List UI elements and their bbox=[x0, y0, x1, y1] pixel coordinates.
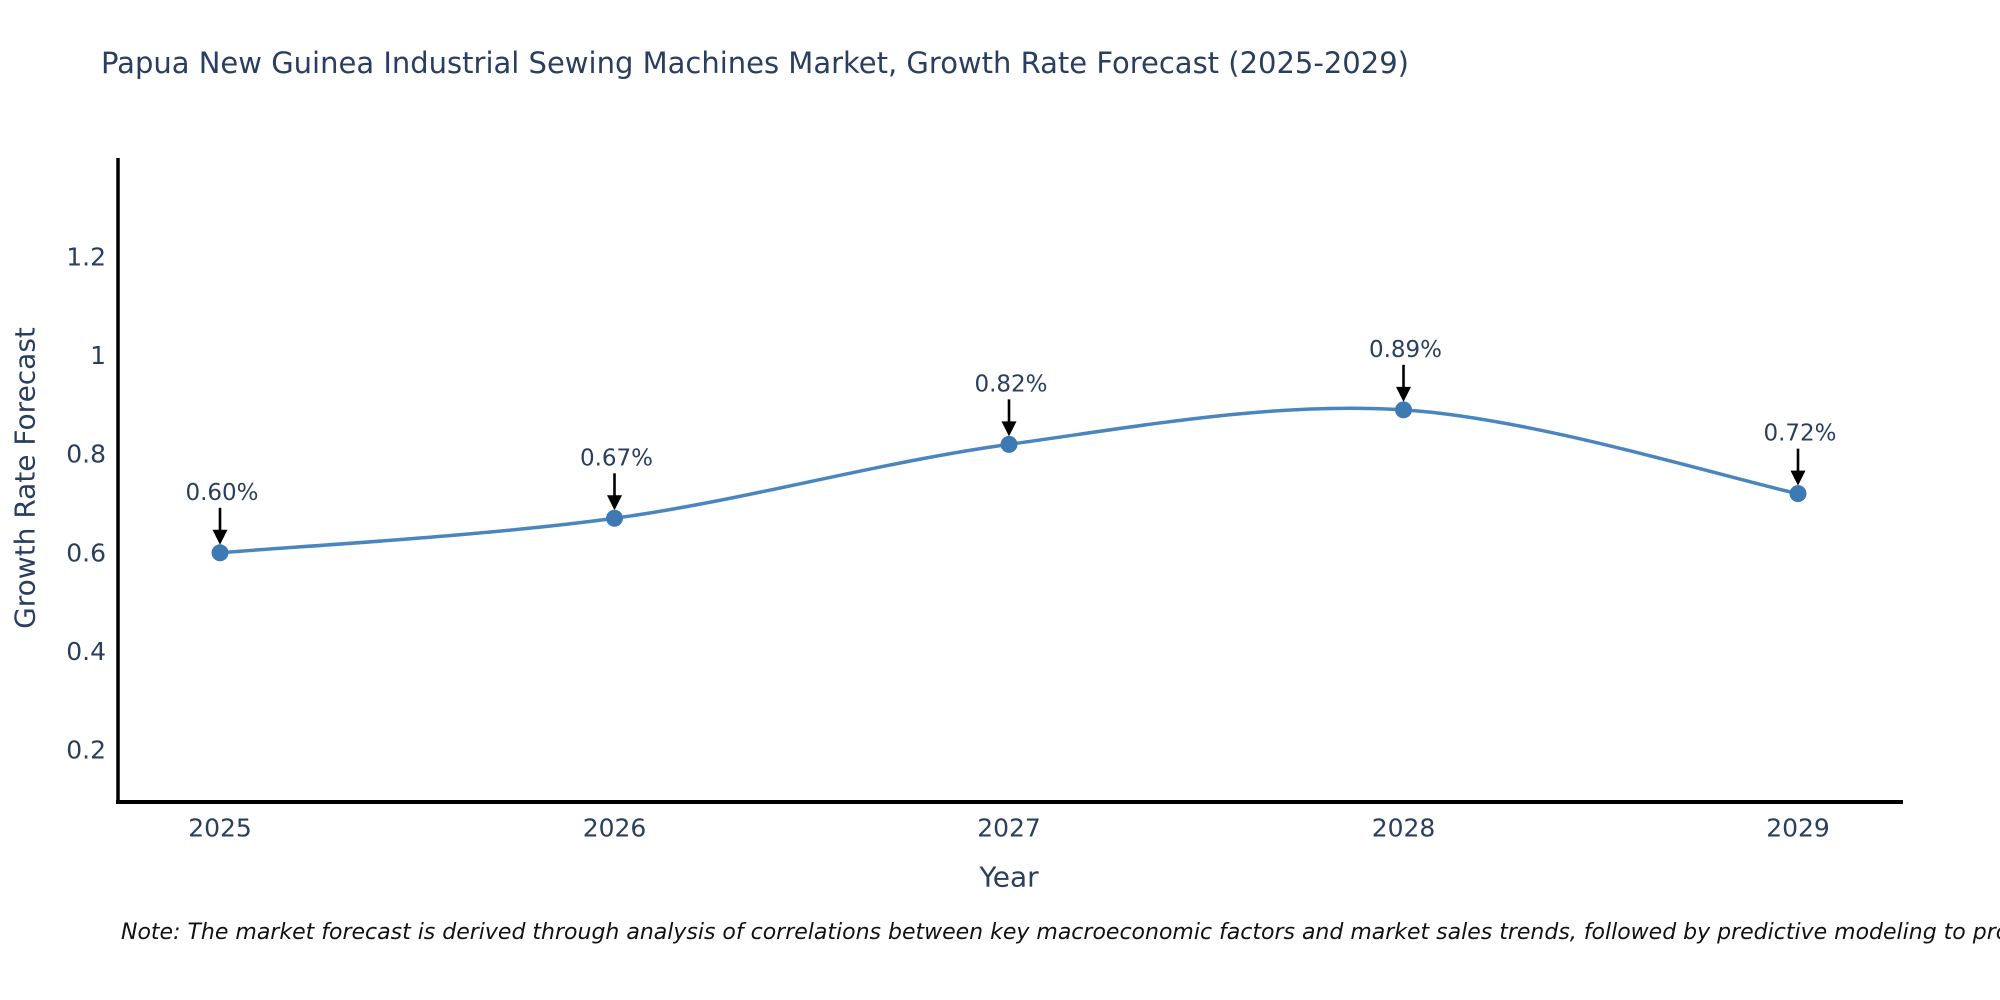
data-point-marker[interactable] bbox=[1395, 401, 1412, 419]
y-tick-label: 1 bbox=[90, 341, 106, 370]
x-tick-label: 2026 bbox=[583, 814, 647, 843]
x-tick-label: 2029 bbox=[1766, 814, 1830, 843]
footnote: Note: The market forecast is derived thr… bbox=[121, 920, 2000, 945]
annotation-label: 0.72% bbox=[1763, 421, 1836, 447]
annotation-arrowhead bbox=[212, 529, 228, 545]
annotation-label: 0.60% bbox=[185, 480, 258, 506]
data-point-marker[interactable] bbox=[1000, 435, 1018, 453]
annotation-label: 0.89% bbox=[1369, 337, 1442, 363]
y-tick-label: 0.2 bbox=[66, 736, 106, 765]
y-tick-label: 0.8 bbox=[66, 440, 106, 469]
x-tick-label: 2028 bbox=[1372, 814, 1436, 843]
annotation-arrowhead bbox=[1396, 386, 1411, 402]
annotation-label: 0.67% bbox=[580, 445, 653, 471]
annotation-label: 0.82% bbox=[974, 371, 1047, 397]
y-tick-label: 1.2 bbox=[66, 243, 106, 272]
data-point-marker[interactable] bbox=[211, 544, 229, 562]
annotation-arrowhead bbox=[1790, 470, 1806, 486]
data-point-marker[interactable] bbox=[606, 509, 623, 527]
x-tick-label: 2025 bbox=[188, 814, 252, 843]
y-tick-label: 0.6 bbox=[66, 538, 106, 567]
data-point-marker[interactable] bbox=[1789, 485, 1807, 503]
annotation-arrowhead bbox=[1001, 421, 1017, 437]
annotation-arrowhead bbox=[607, 495, 622, 511]
x-tick-label: 2027 bbox=[977, 814, 1041, 843]
x-axis-title: Year bbox=[978, 861, 1039, 894]
y-tick-label: 0.4 bbox=[66, 637, 106, 666]
chart-title: Papua New Guinea Industrial Sewing Machi… bbox=[101, 46, 1409, 80]
y-axis-title: Growth Rate Forecast bbox=[9, 327, 42, 629]
